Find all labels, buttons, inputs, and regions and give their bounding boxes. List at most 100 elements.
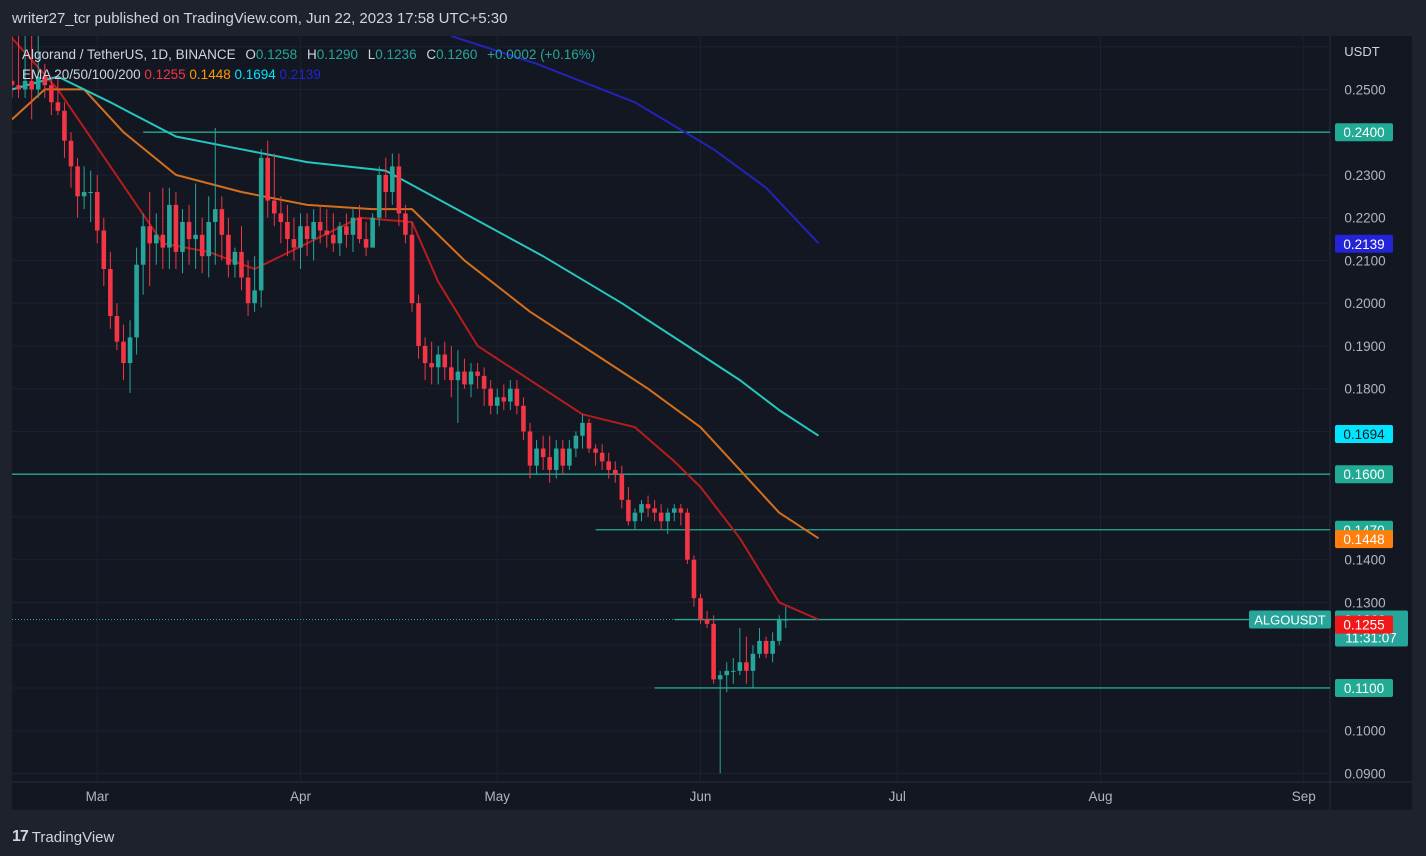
price-label: 0.1600	[1343, 467, 1384, 482]
candle	[265, 140, 271, 218]
candle-body	[180, 221, 185, 252]
candle	[173, 192, 179, 269]
low-value: 0.1236	[375, 47, 417, 62]
candle	[199, 217, 205, 274]
candle	[396, 153, 402, 227]
tv-logo-icon: 17	[12, 828, 29, 845]
candle-body	[363, 239, 369, 248]
candle	[55, 76, 61, 116]
price-tick-label: 0.1900	[1344, 339, 1385, 354]
ema100-value: 0.1694	[234, 67, 276, 82]
candle-body	[770, 640, 775, 654]
candle-body	[750, 653, 756, 671]
time-tick-label: Aug	[1088, 789, 1112, 804]
publisher-line: writer27_tcr published on TradingView.co…	[12, 10, 508, 27]
candle-body	[16, 85, 21, 90]
ema-label[interactable]: EMA 20/50/100/200	[22, 67, 141, 82]
high-label: H	[306, 47, 317, 62]
candle-body	[494, 397, 500, 406]
candle-body	[717, 675, 723, 680]
candle-body	[645, 504, 651, 509]
candle	[776, 615, 782, 646]
candle	[42, 63, 48, 98]
high-value: 0.1290	[316, 47, 358, 62]
candle-body	[514, 388, 520, 406]
candle-body	[737, 662, 743, 671]
candle-body	[757, 640, 762, 654]
price-label-bg	[1335, 234, 1393, 253]
chart-legend: Algorand / TetherUS, 1D, BINANCE O0.1258…	[22, 45, 601, 85]
candle	[573, 431, 579, 458]
candle	[599, 444, 605, 470]
time-axis: Mar Apr May Jun Jul Aug Sep	[86, 789, 1316, 804]
candle	[193, 183, 198, 269]
candle-body	[481, 375, 487, 389]
candle-body	[527, 431, 533, 466]
ema20-price-label-bg	[1335, 615, 1393, 634]
chart-pane[interactable]	[12, 36, 1412, 810]
candle	[357, 204, 362, 244]
candle	[763, 636, 769, 659]
candle	[167, 187, 172, 269]
candle	[508, 380, 513, 411]
candle	[22, 36, 28, 98]
candle-body	[521, 405, 526, 432]
candle-body	[140, 226, 146, 265]
candle	[462, 358, 467, 389]
price-labels: 0.24000.21390.16940.16000.14700.14480.12…	[1249, 123, 1408, 697]
candle	[494, 388, 500, 415]
candle-body	[331, 234, 336, 244]
candle-body	[108, 268, 113, 317]
candle	[298, 213, 303, 269]
candle	[81, 166, 87, 210]
candle	[317, 204, 323, 244]
candle-body	[55, 102, 61, 111]
candle	[403, 204, 408, 244]
candle-body	[271, 200, 277, 214]
candle	[252, 256, 257, 312]
time-tick-label: Jul	[889, 789, 906, 804]
candle	[278, 196, 284, 244]
symbol-title[interactable]: Algorand / TetherUS, 1D, BINANCE	[22, 47, 236, 62]
price-tick-label: 0.2500	[1344, 82, 1385, 97]
open-label: O	[245, 47, 256, 62]
candle-body	[337, 226, 343, 244]
candle-body	[573, 435, 579, 449]
open-value: 0.1258	[255, 47, 298, 62]
candle-body	[449, 367, 454, 381]
candle	[94, 174, 100, 244]
candle-body	[639, 504, 644, 513]
candle-body	[147, 226, 152, 244]
candle-body	[160, 234, 166, 248]
candle-body	[219, 209, 225, 235]
candle	[593, 444, 598, 466]
candle	[435, 345, 441, 385]
price-label: 0.1694	[1343, 427, 1385, 442]
grid-lines	[12, 36, 1330, 782]
candle	[409, 221, 415, 312]
ema-line-4	[450, 36, 820, 244]
tradingview-logo[interactable]: 17 TradingView	[12, 827, 132, 847]
candle	[422, 337, 428, 381]
price-tick-label: 0.2200	[1344, 211, 1385, 226]
candle	[331, 213, 336, 252]
candle-body	[206, 221, 212, 257]
price-label: 0.1448	[1343, 532, 1384, 547]
candle-body	[763, 640, 769, 654]
candle	[153, 213, 159, 265]
candle-body	[475, 371, 480, 376]
candle	[324, 209, 330, 248]
candle-body	[226, 234, 231, 265]
ema50-value: 0.1448	[189, 67, 231, 82]
currency-label: USDT	[1344, 44, 1379, 59]
candle	[16, 36, 21, 98]
candle-body	[501, 397, 507, 402]
candle-body	[422, 345, 428, 364]
candle-body	[68, 140, 74, 167]
candle-body	[75, 166, 80, 197]
candle	[750, 645, 756, 688]
price-label: 0.2400	[1343, 125, 1384, 140]
candle-body	[12, 80, 15, 86]
candle-body	[121, 341, 126, 364]
